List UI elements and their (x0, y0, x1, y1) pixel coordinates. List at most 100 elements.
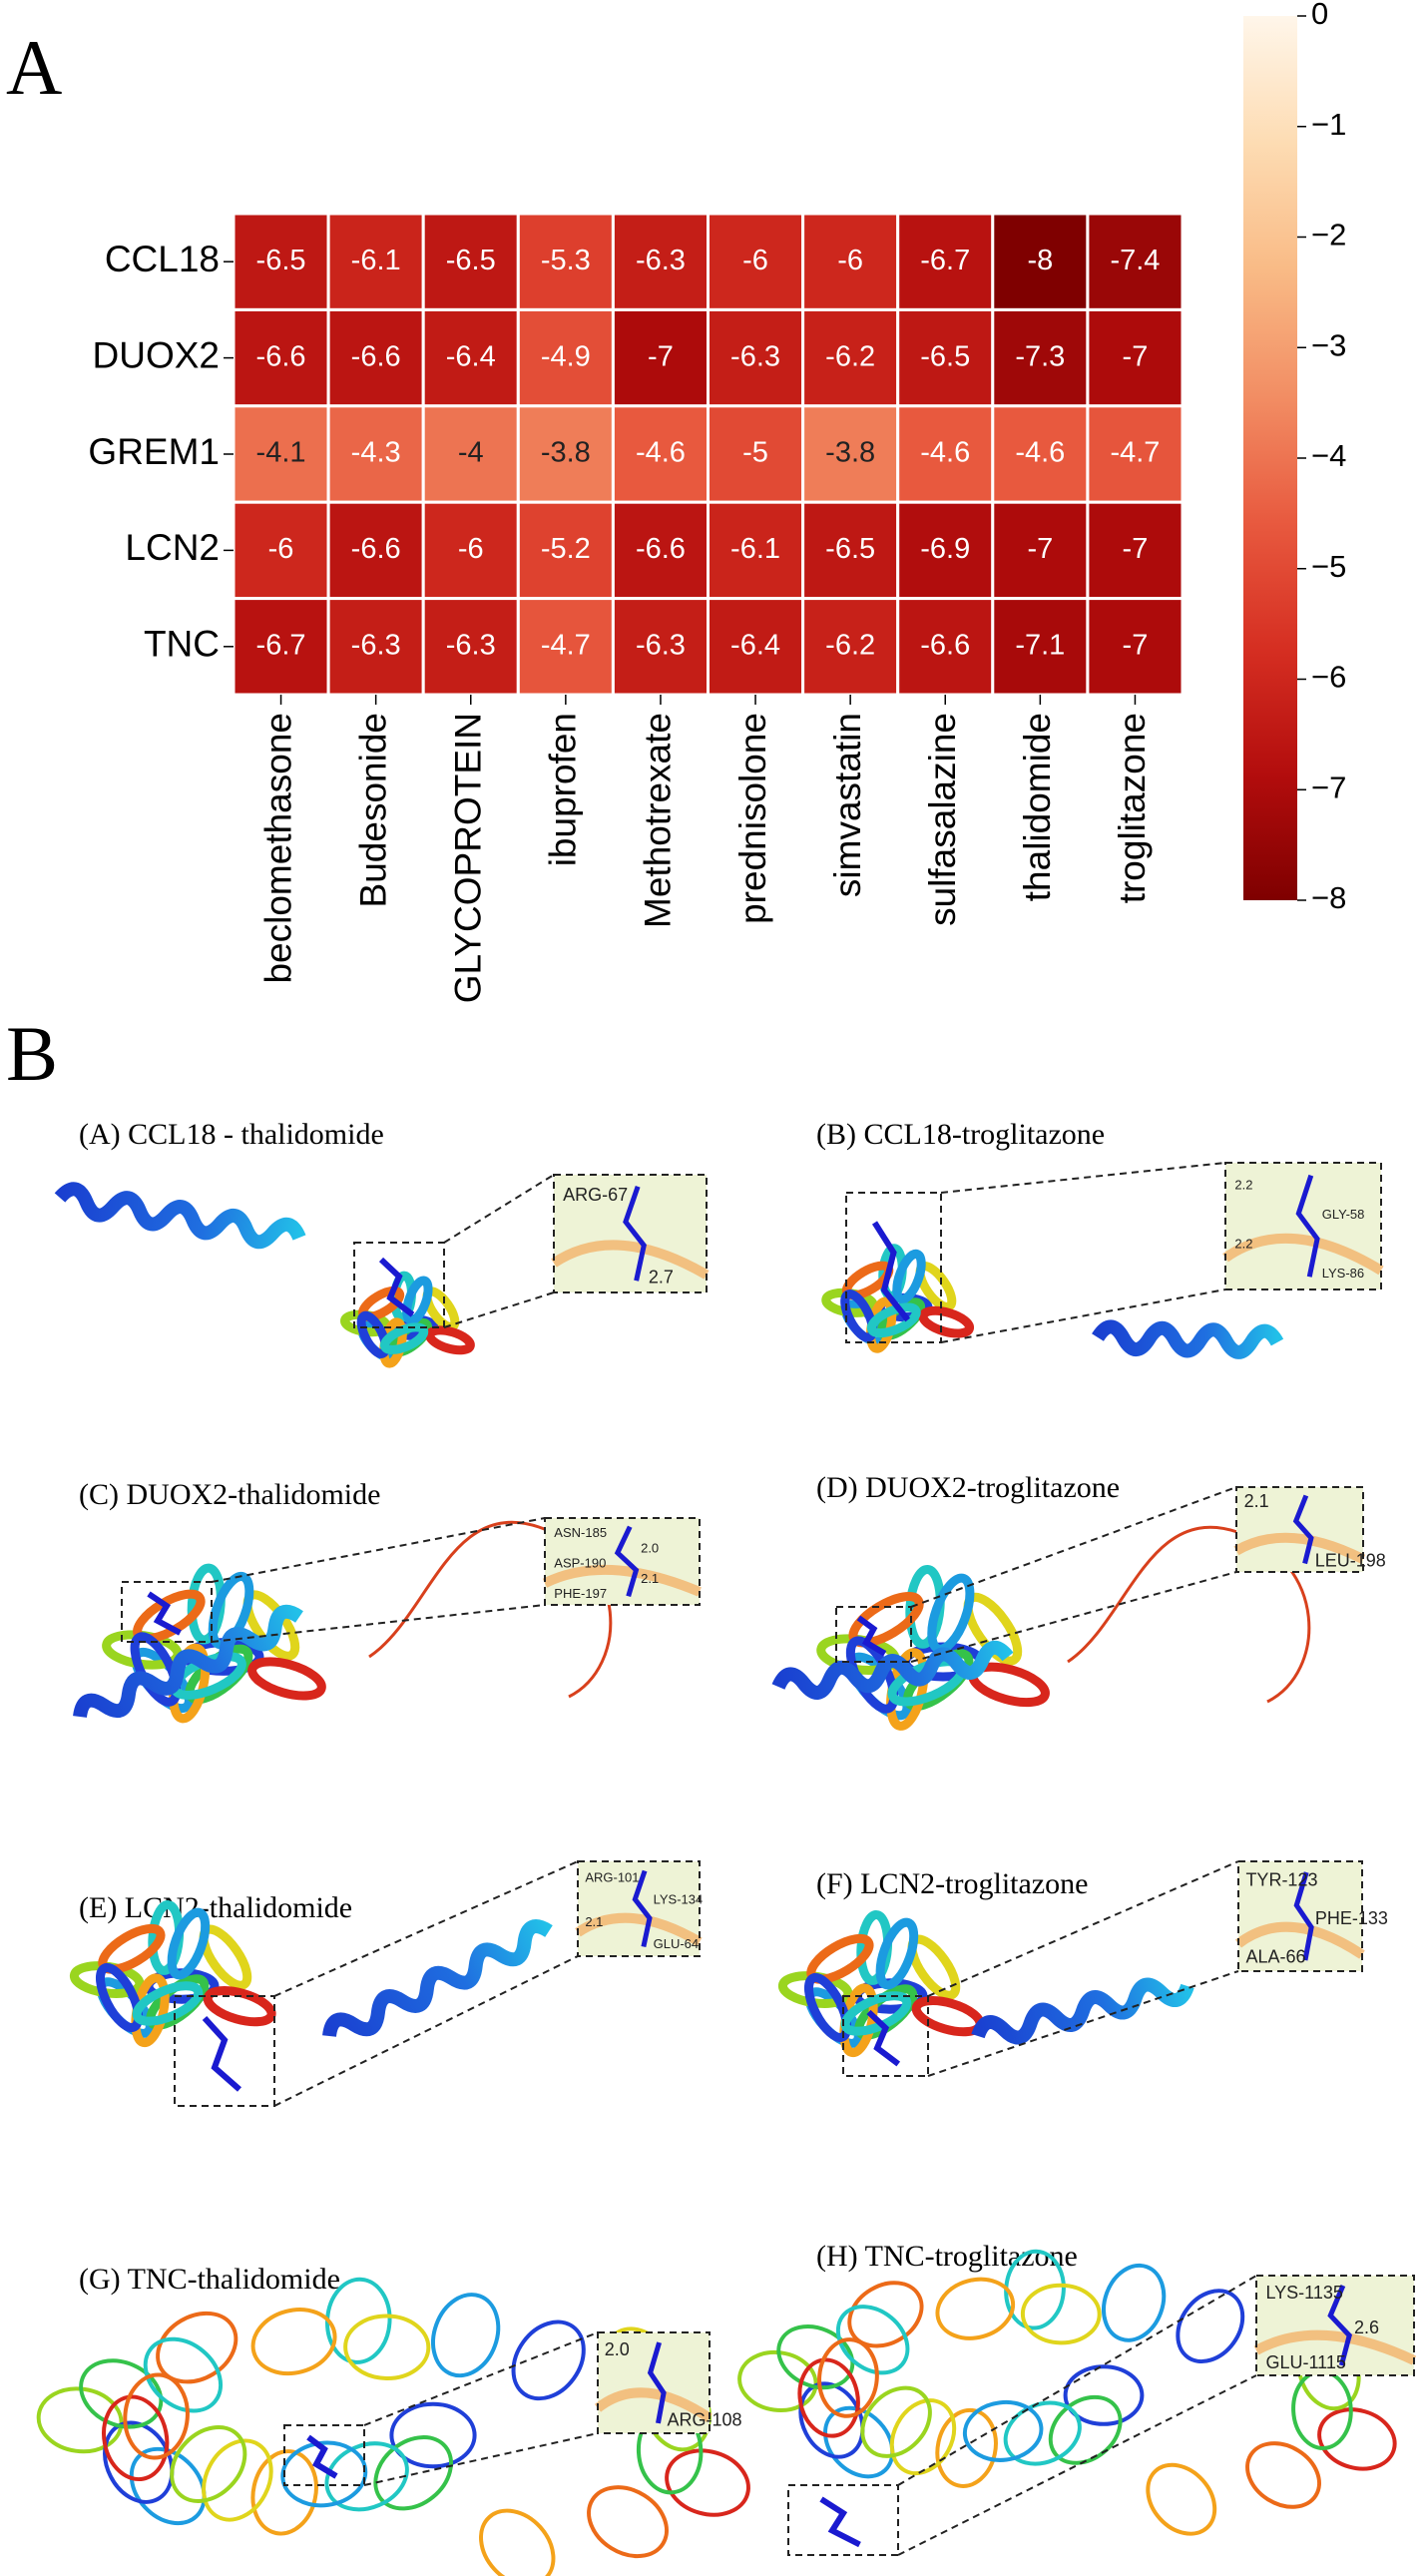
zoom-box (174, 1995, 275, 2107)
ligand (819, 2496, 861, 2548)
inset-label: LYS-134 (654, 1892, 704, 1907)
protein-strand (817, 2337, 879, 2418)
inset-label: LYS-1135 (1265, 2283, 1342, 2303)
cell-label: -6.4 (730, 629, 780, 661)
cell-label: -6 (837, 245, 863, 276)
inset-label: 2.7 (649, 1268, 674, 1288)
protein-strand (208, 1571, 254, 1650)
inset-ligand (623, 1185, 647, 1282)
cell-label: -4.9 (541, 340, 591, 372)
heatmap-cell (326, 404, 425, 504)
inset-ligand (1293, 1871, 1314, 1961)
inset-label: 2.1 (585, 1914, 603, 1929)
x-tick-label: thalidomide (1017, 713, 1058, 901)
heatmap-cell (232, 500, 330, 601)
protein-strand (379, 1322, 429, 1354)
protein-strand (962, 2399, 1044, 2462)
inset-ligand (647, 2341, 667, 2424)
y-tick-label: TNC (144, 624, 220, 665)
protein-strand (1245, 2441, 1321, 2509)
inset-label: 2.6 (1354, 2318, 1379, 2337)
panel-title: (B) CCL18-troglitazone (816, 1118, 1105, 1151)
zoom-line (927, 1970, 1239, 2077)
heatmap-cell (326, 597, 425, 697)
cell-label: -7 (1123, 340, 1149, 372)
cell-label: -6.3 (636, 629, 686, 661)
protein-helix (54, 1182, 306, 1250)
zoom-box (353, 1242, 445, 1328)
inset-ligand (1327, 2285, 1352, 2366)
protein-strand (389, 2401, 477, 2469)
zoom-line (910, 1486, 1237, 1608)
inset-label: ASP-190 (554, 1556, 606, 1571)
zoom-box (835, 1606, 912, 1663)
inset-label: PHE-133 (1315, 1908, 1388, 1928)
protein-strand (143, 2336, 224, 2413)
protein-strand (324, 2441, 409, 2512)
y-tick-label: LCN2 (125, 527, 220, 568)
protein-strand (170, 2425, 247, 2503)
inset-bg (554, 1175, 707, 1292)
cell-label: -5 (742, 437, 768, 469)
cell-label: -6.7 (256, 629, 306, 661)
x-tick-label: GLYCOPROTEIN (448, 713, 489, 1003)
colorbar-tick-label: 0 (1311, 0, 1328, 31)
protein-strand (203, 1986, 276, 2027)
zoom-line (927, 1860, 1239, 1997)
cell-label: -6.5 (256, 245, 306, 276)
heatmap-cell (801, 597, 900, 697)
inset-label: GLU-1115 (1265, 2352, 1345, 2372)
colorbar-tick-label: −5 (1311, 549, 1346, 584)
inset-frame (1237, 1860, 1363, 1972)
heatmap-cell (991, 307, 1090, 408)
inset-ribbon (575, 1912, 703, 1947)
protein-strand (665, 2448, 750, 2517)
cell-label: -5.3 (541, 245, 591, 276)
cell-label: -7.4 (1110, 245, 1160, 276)
x-tick-label: beclomethasone (257, 713, 298, 984)
protein-strand (935, 2407, 998, 2488)
docking-panel: (B) CCL18-troglitazone 2.2 GLY-58 2.2 LYS-86 (816, 1118, 1384, 1359)
ligand (378, 1257, 415, 1317)
cell-label: -4.1 (256, 437, 306, 469)
protein-strand (1020, 2283, 1102, 2345)
inset-label: 2.1 (1244, 1491, 1269, 1511)
zoom-line (211, 1604, 546, 1643)
colorbar-tick-label: −7 (1311, 770, 1346, 804)
zoom-box (845, 1192, 942, 1343)
colorbar-tick-label: −4 (1311, 438, 1346, 473)
protein-strand (431, 2293, 501, 2378)
inset-bg (1236, 1487, 1363, 1572)
zoom-line (897, 2275, 1257, 2486)
heatmap-cell (707, 307, 805, 408)
inset-frame (553, 1174, 708, 1293)
ligand (147, 1591, 182, 1636)
protein-strand (132, 1981, 204, 2026)
inset-label: ARG-67 (563, 1185, 628, 1205)
protein-strand (123, 2372, 190, 2460)
inset-label: LEU-198 (1315, 1551, 1386, 1571)
inset-ribbon (1222, 1233, 1384, 1276)
protein-strand (918, 1305, 975, 1338)
zoom-line (910, 1571, 1237, 1663)
cell-label: -7.3 (1015, 340, 1065, 372)
cell-label: -7 (1123, 629, 1149, 661)
inset-ligand (614, 1525, 640, 1598)
zoom-box (283, 2424, 365, 2486)
inset-ribbon (1234, 1921, 1365, 1959)
cell-label: -6.3 (351, 629, 401, 661)
ligand (306, 2434, 338, 2479)
inset-label: ALA-66 (1245, 1947, 1305, 1967)
protein-strand (356, 1310, 390, 1358)
protein-strand (373, 2435, 453, 2511)
inset-label: PHE-197 (554, 1586, 607, 1601)
x-tick-label: ibuprofen (543, 713, 584, 866)
x-tick-label: troglitazone (1112, 713, 1153, 903)
protein-strand (587, 2485, 669, 2559)
cell-label: -8 (1027, 245, 1053, 276)
inset-ribbon (1253, 2329, 1417, 2365)
inset-frame (1255, 2275, 1415, 2376)
inset-label: LYS-86 (1322, 1266, 1364, 1281)
cell-label: -6.4 (446, 340, 496, 372)
inset-label: GLU-64 (654, 1936, 700, 1951)
